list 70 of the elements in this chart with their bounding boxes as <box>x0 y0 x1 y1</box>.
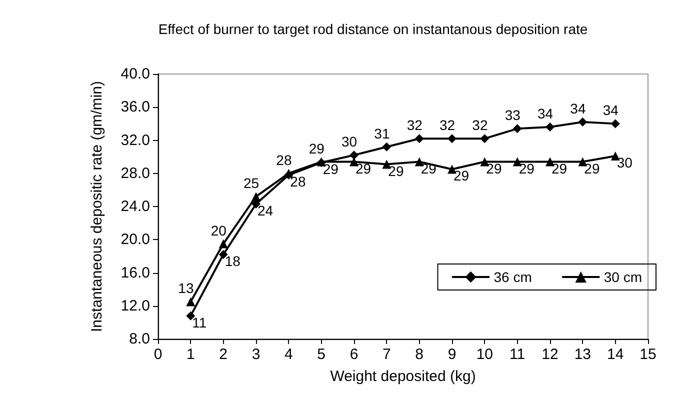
x-tick-label: 7 <box>382 346 391 363</box>
data-label: 32 <box>440 117 456 134</box>
x-tick-label: 9 <box>448 346 456 363</box>
y-axis-title: Instantaneous depositic rate (gm/min) <box>88 81 106 332</box>
point <box>480 134 490 144</box>
data-label: 29 <box>322 161 339 178</box>
y-tick-label: 36.0 <box>120 98 150 116</box>
point <box>218 250 228 260</box>
x-tick-label: 0 <box>154 346 162 363</box>
data-label: 20 <box>210 222 227 238</box>
data-label: 29 <box>308 140 325 156</box>
data-label: 11 <box>192 314 207 330</box>
x-tick-label: 14 <box>606 346 624 363</box>
y-tick-label: 12.0 <box>120 297 150 314</box>
point <box>218 239 228 248</box>
x-tick-label: 13 <box>574 346 592 363</box>
data-label: 31 <box>374 125 390 142</box>
x-tick-label: 5 <box>317 346 326 363</box>
point <box>578 118 588 127</box>
point <box>448 134 456 144</box>
legend-label: 30 cm <box>604 269 642 285</box>
y-tick-label: 40.0 <box>120 66 150 82</box>
point <box>546 122 554 132</box>
data-label: 29 <box>486 160 502 176</box>
data-label: 34 <box>602 102 619 118</box>
data-label: 30 <box>342 134 358 150</box>
data-label: 25 <box>244 175 260 192</box>
x-axis-title: Weight deposited (kg) <box>330 368 476 385</box>
point <box>610 119 620 128</box>
data-label: 29 <box>356 160 372 176</box>
point <box>414 134 424 144</box>
y-tick-label: 24.0 <box>120 198 150 215</box>
x-tick-label: 12 <box>542 346 558 363</box>
data-label: 28 <box>276 152 292 168</box>
y-tick-label: 20.0 <box>120 231 150 248</box>
x-tick-label: 15 <box>640 346 656 363</box>
data-label: 34 <box>570 100 586 117</box>
x-tick-label: 10 <box>476 346 494 363</box>
data-label: 33 <box>504 107 521 124</box>
point <box>512 124 522 134</box>
data-label: 13 <box>178 280 194 296</box>
data-label: 29 <box>388 162 404 179</box>
data-label: 29 <box>454 168 470 184</box>
data-label: 24 <box>258 202 274 219</box>
data-label: 18 <box>224 253 241 270</box>
point <box>350 150 358 160</box>
x-tick-label: 3 <box>252 346 260 363</box>
point <box>382 142 392 152</box>
legend-label: 36 cm <box>494 269 532 285</box>
data-label: 34 <box>538 106 554 122</box>
data-label: 32 <box>406 117 423 134</box>
x-tick-label: 8 <box>415 346 424 363</box>
data-label: 30 <box>616 154 633 170</box>
x-tick-label: 1 <box>186 346 195 363</box>
data-label: 29 <box>518 160 535 176</box>
x-tick-label: 4 <box>284 346 293 363</box>
y-tick-label: 16.0 <box>120 264 150 282</box>
data-label: 32 <box>472 117 488 134</box>
y-tick-label: 32.0 <box>120 132 150 149</box>
chart-title: Effect of burner to target rod distance on instantanous deposition rate <box>158 21 588 37</box>
data-label: 29 <box>584 160 600 176</box>
y-tick-label: 8.0 <box>129 330 150 348</box>
x-tick-label: 6 <box>350 346 358 363</box>
y-tick-label: 28.0 <box>120 164 150 182</box>
point <box>186 297 196 306</box>
x-tick-label: 2 <box>219 346 228 363</box>
x-tick-label: 11 <box>510 346 526 363</box>
data-label: 29 <box>552 160 568 176</box>
point <box>252 192 260 202</box>
data-label: 28 <box>290 174 306 190</box>
